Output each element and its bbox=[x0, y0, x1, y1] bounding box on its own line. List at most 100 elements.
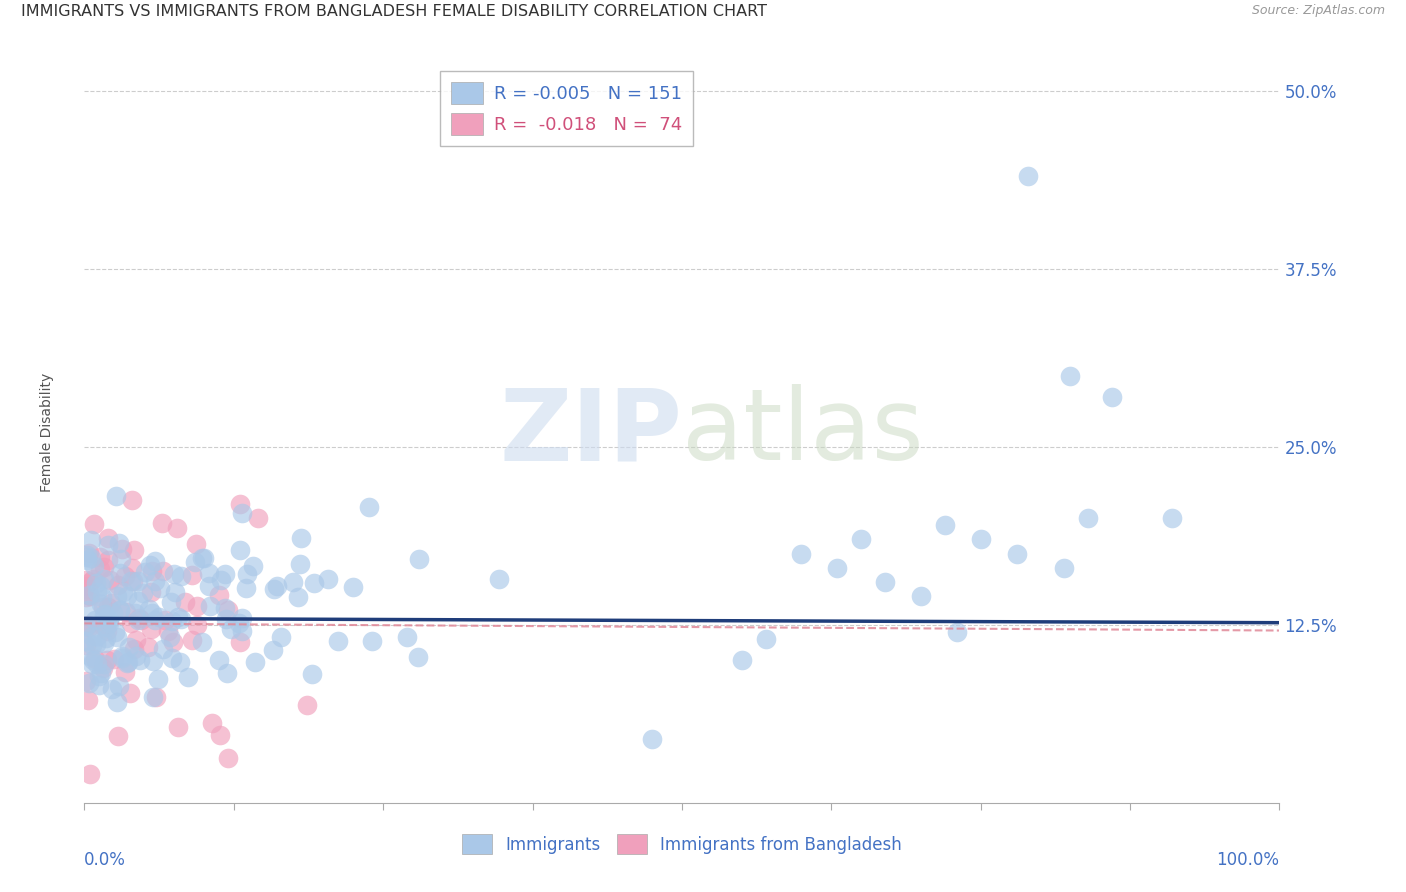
Point bbox=[157, 624, 180, 638]
Point bbox=[111, 542, 134, 557]
Point bbox=[120, 616, 142, 631]
Point bbox=[934, 518, 956, 533]
Point bbox=[246, 511, 269, 525]
Point bbox=[131, 613, 153, 627]
Point bbox=[79, 648, 101, 663]
Point bbox=[105, 695, 128, 709]
Point bbox=[120, 686, 142, 700]
Text: ZIP: ZIP bbox=[499, 384, 682, 481]
Point bbox=[825, 561, 848, 575]
Point bbox=[115, 605, 138, 619]
Point bbox=[1018, 169, 1040, 184]
Point bbox=[143, 613, 166, 627]
Point bbox=[82, 572, 104, 586]
Point bbox=[118, 640, 141, 654]
Point bbox=[128, 653, 150, 667]
Point bbox=[124, 607, 146, 621]
Point bbox=[86, 585, 108, 599]
Point bbox=[108, 603, 131, 617]
Point bbox=[91, 619, 114, 633]
Point bbox=[193, 551, 215, 566]
Point bbox=[96, 653, 118, 667]
Point bbox=[76, 582, 98, 596]
Point bbox=[87, 678, 110, 692]
Point bbox=[163, 584, 186, 599]
Point bbox=[169, 655, 191, 669]
Point bbox=[162, 635, 184, 649]
Point bbox=[98, 613, 121, 627]
Point bbox=[242, 559, 264, 574]
Point bbox=[142, 654, 165, 668]
Point bbox=[84, 637, 107, 651]
Point bbox=[93, 607, 115, 622]
Point bbox=[115, 589, 138, 603]
Point bbox=[79, 574, 101, 589]
Point bbox=[316, 572, 339, 586]
Point bbox=[121, 492, 143, 507]
Point bbox=[93, 636, 115, 650]
Point bbox=[235, 581, 257, 595]
Point bbox=[77, 589, 100, 603]
Point bbox=[79, 767, 101, 781]
Point bbox=[170, 569, 193, 583]
Point bbox=[97, 599, 120, 614]
Point bbox=[76, 553, 98, 567]
Point bbox=[170, 612, 193, 626]
Text: 0.0%: 0.0% bbox=[84, 851, 127, 869]
Legend: Immigrants, Immigrants from Bangladesh: Immigrants, Immigrants from Bangladesh bbox=[456, 828, 908, 861]
Point bbox=[76, 548, 98, 562]
Point bbox=[136, 640, 159, 654]
Point bbox=[754, 632, 776, 646]
Point bbox=[91, 661, 114, 675]
Point bbox=[77, 676, 100, 690]
Text: Female Disability: Female Disability bbox=[41, 373, 55, 492]
Point bbox=[160, 595, 183, 609]
Point bbox=[173, 595, 195, 609]
Point bbox=[110, 603, 132, 617]
Point bbox=[201, 715, 224, 730]
Point bbox=[301, 667, 323, 681]
Point bbox=[181, 632, 204, 647]
Point bbox=[82, 653, 104, 667]
Point bbox=[114, 665, 136, 679]
Point bbox=[90, 579, 112, 593]
Point bbox=[150, 516, 173, 530]
Point bbox=[849, 533, 872, 547]
Point bbox=[488, 572, 510, 586]
Point bbox=[153, 613, 176, 627]
Point bbox=[80, 551, 103, 566]
Point bbox=[328, 634, 350, 648]
Point bbox=[166, 521, 188, 535]
Point bbox=[221, 622, 243, 636]
Point bbox=[1059, 368, 1081, 383]
Point bbox=[139, 623, 162, 637]
Point bbox=[86, 629, 108, 643]
Point bbox=[103, 651, 125, 665]
Text: IMMIGRANTS VS IMMIGRANTS FROM BANGLADESH FEMALE DISABILITY CORRELATION CHART: IMMIGRANTS VS IMMIGRANTS FROM BANGLADESH… bbox=[21, 4, 768, 20]
Point bbox=[215, 665, 238, 680]
Point bbox=[104, 624, 127, 639]
Point bbox=[231, 611, 253, 625]
Point bbox=[111, 650, 134, 665]
Point bbox=[127, 574, 149, 589]
Point bbox=[77, 693, 100, 707]
Point bbox=[100, 682, 122, 697]
Text: Source: ZipAtlas.com: Source: ZipAtlas.com bbox=[1251, 4, 1385, 18]
Point bbox=[231, 506, 253, 520]
Point bbox=[117, 656, 139, 670]
Point bbox=[145, 574, 167, 589]
Point bbox=[76, 579, 98, 593]
Point bbox=[266, 579, 288, 593]
Point bbox=[75, 619, 97, 633]
Point bbox=[101, 606, 124, 620]
Point bbox=[111, 648, 134, 663]
Point bbox=[875, 575, 897, 590]
Point bbox=[1101, 390, 1123, 404]
Point bbox=[166, 610, 188, 624]
Point bbox=[1053, 561, 1076, 575]
Point bbox=[87, 669, 110, 683]
Point bbox=[111, 585, 134, 599]
Point bbox=[83, 516, 105, 531]
Point bbox=[107, 729, 129, 743]
Point bbox=[198, 566, 221, 581]
